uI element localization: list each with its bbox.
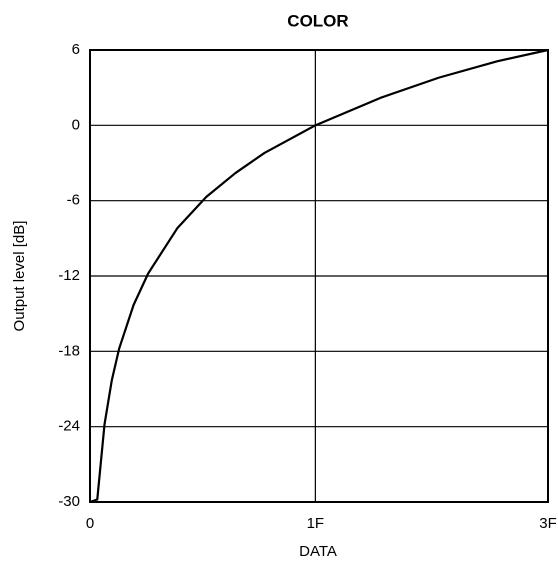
x-axis-label: DATA xyxy=(299,543,337,560)
y-tick-label: -24 xyxy=(58,418,80,435)
line xyxy=(89,48,549,504)
y-tick-label: -18 xyxy=(58,342,80,359)
x-tick-label: 3F xyxy=(539,515,557,532)
y-tick-label: -30 xyxy=(58,493,80,510)
y-tick-label: 0 xyxy=(72,116,80,133)
y-tick-label: 6 xyxy=(72,41,80,58)
y-axis-label: Output level [dB] xyxy=(11,221,28,332)
x-tick-label: 1F xyxy=(307,515,325,532)
x-tick-label: 0 xyxy=(86,515,94,532)
y-tick-label: -12 xyxy=(58,267,80,284)
chart-title: COLOR xyxy=(287,11,348,30)
y-tick-label: -6 xyxy=(67,192,80,209)
